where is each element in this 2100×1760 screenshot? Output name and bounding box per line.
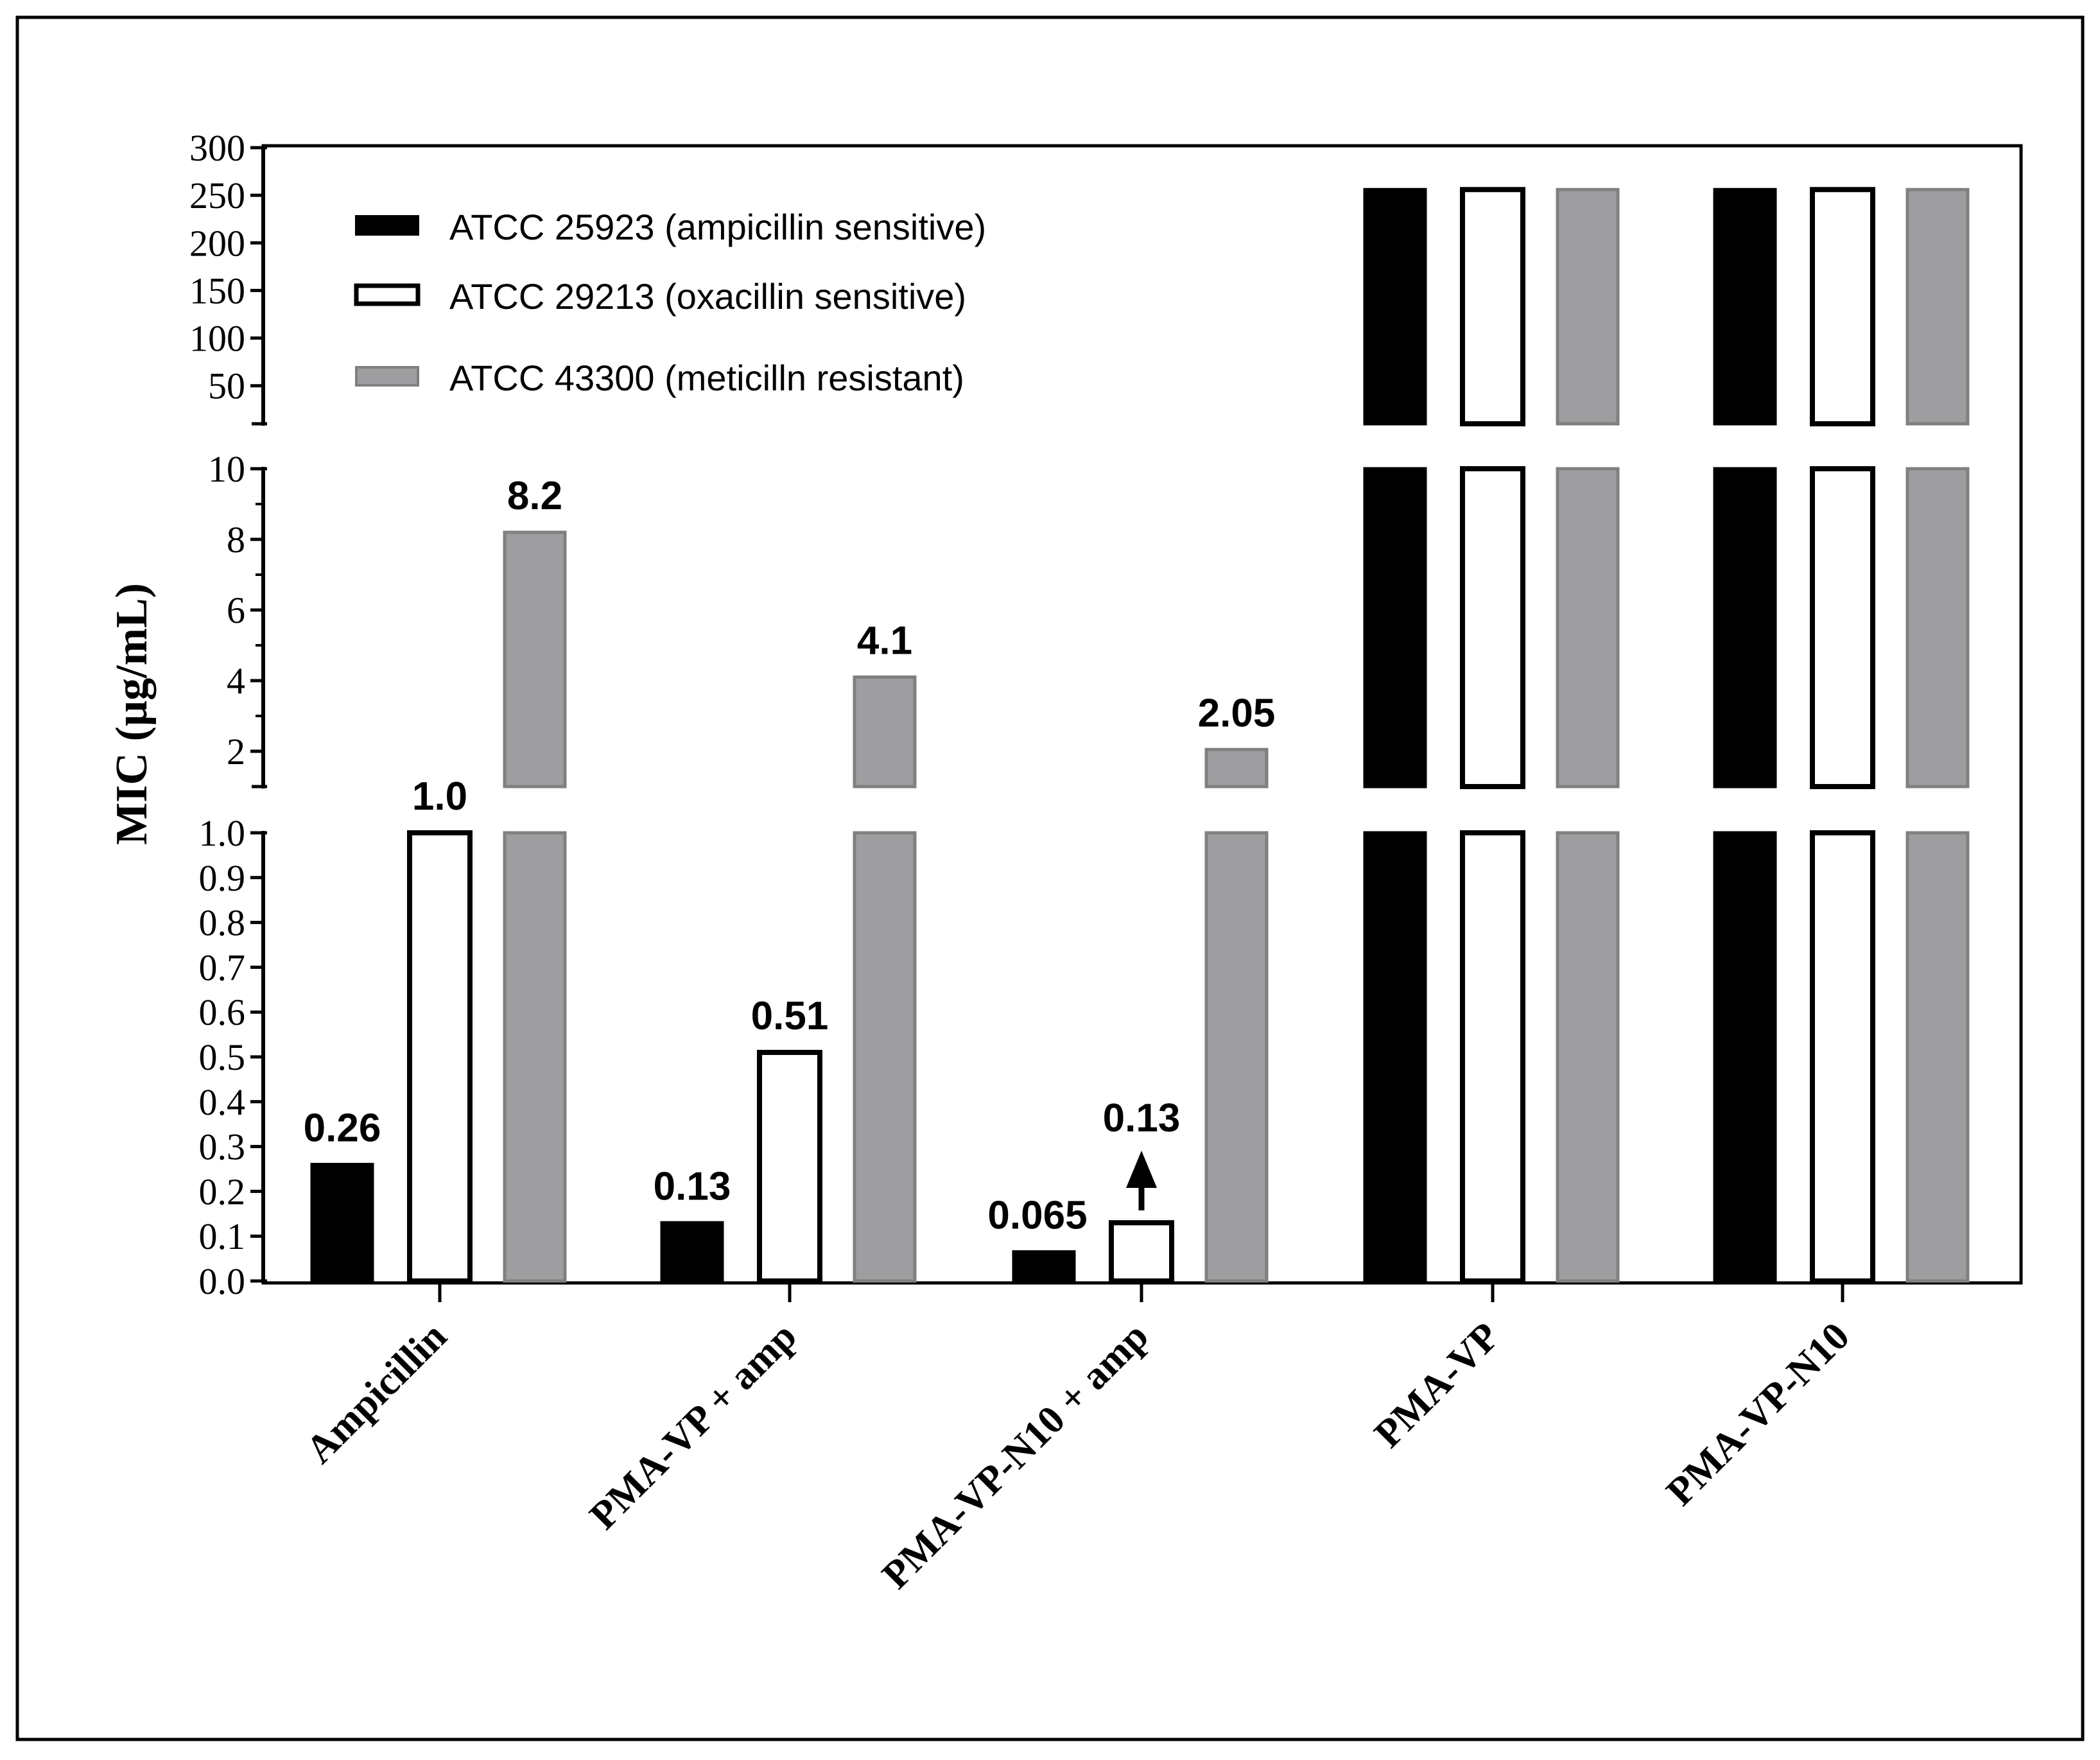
bar-2-cat-4: [1460, 187, 1525, 426]
legend-swatch-2: [354, 283, 421, 306]
data-label: 0.13: [1103, 1096, 1181, 1140]
bar-1-cat-3: [1012, 1250, 1076, 1283]
data-label: 1.0: [412, 774, 467, 819]
bar-1-cat-4: [1363, 467, 1427, 789]
bar-3-cat-3: [1204, 831, 1269, 1283]
y-tick-label: 0.1: [199, 1215, 246, 1257]
y-tick-label: 0.3: [199, 1126, 246, 1168]
y-tick-label: 6: [227, 589, 245, 631]
axis-break-gap: [259, 426, 267, 467]
bar-1-cat-4: [1363, 187, 1427, 426]
y-tick-label: 0.8: [199, 902, 246, 944]
y-tick-label: 300: [189, 127, 245, 169]
legend-label-1: ATCC 25923 (ampicillin sensitive): [449, 207, 986, 247]
y-tick-label: 200: [189, 222, 245, 264]
bar-2-cat-4: [1460, 830, 1525, 1284]
data-labels: 0.26 1.0 8.2 0.13 0.51 4.1 0.065 0.13 2.05: [304, 474, 1276, 1238]
legend-swatch-1: [355, 215, 419, 236]
y-tick-label: 2: [227, 731, 245, 772]
bar-3-cat-4: [1556, 187, 1620, 426]
y-tick-label: 0.2: [199, 1171, 246, 1212]
bar-2-cat-2: [757, 1050, 822, 1284]
bar-3-cat-1: [503, 530, 567, 789]
y-axis: 0.00.10.20.30.40.50.60.70.80.91.0 2 4 6 8 10 5…: [189, 127, 267, 1302]
bar-1-cat-2: [660, 1221, 724, 1283]
y-tick-label: 0.6: [199, 991, 246, 1033]
y-tick-label: 50: [208, 365, 245, 407]
y-tick-label: 0.0: [199, 1260, 246, 1302]
y-tick-label: 150: [189, 270, 245, 311]
data-label: 0.065: [987, 1194, 1087, 1238]
y-tick-label: 250: [189, 175, 245, 216]
legend-label-3: ATCC 43300 (meticilln resistant): [449, 358, 964, 398]
bar-2-cat-5: [1810, 466, 1875, 789]
bars: [310, 187, 1970, 1284]
data-label: 8.2: [507, 474, 562, 518]
y-tick-label: 0.4: [199, 1081, 246, 1123]
data-label: 4.1: [857, 619, 912, 663]
bar-2-cat-5: [1810, 830, 1875, 1284]
bar-3-cat-3: [1204, 747, 1269, 789]
bar-2-cat-5: [1810, 187, 1875, 426]
axis-break-gap: [259, 789, 267, 831]
y-tick-label: 10: [208, 448, 245, 490]
bar-2-cat-1: [407, 830, 473, 1284]
y-tick-label: 100: [189, 318, 245, 360]
y-tick-label: 0.5: [199, 1036, 246, 1078]
bar-3-cat-5: [1905, 187, 1970, 426]
data-label: 0.51: [751, 994, 829, 1038]
legend: ATCC 25923 (ampicillin sensitive) ATCC 29…: [354, 207, 986, 398]
data-label: 0.13: [654, 1164, 731, 1208]
bar-3-cat-2: [853, 831, 917, 1283]
legend-label-2: ATCC 29213 (oxacillin sensitive): [449, 276, 966, 317]
up-arrow-head: [1126, 1151, 1157, 1188]
y-tick-label: 4: [227, 660, 245, 702]
bar-3-cat-4: [1556, 467, 1620, 789]
bar-1-cat-1: [310, 1163, 374, 1283]
bar-2-cat-3: [1109, 1220, 1174, 1284]
bar-1-cat-5: [1713, 831, 1777, 1283]
bar-3-cat-4: [1556, 831, 1620, 1283]
bar-1-cat-5: [1713, 467, 1777, 789]
y-axis-title: MIC (µg/mL): [107, 583, 157, 845]
y-tick-label: 0.9: [199, 857, 246, 899]
bar-1-cat-4: [1363, 831, 1427, 1283]
bar-3-cat-5: [1905, 467, 1970, 789]
data-label: 0.26: [304, 1106, 381, 1151]
y-tick-label: 1.0: [199, 812, 246, 854]
y-tick-label: 0.7: [199, 946, 246, 988]
bar-2-cat-4: [1460, 466, 1525, 789]
bar-3-cat-1: [503, 831, 567, 1283]
legend-swatch-3: [355, 366, 419, 387]
data-label: 2.05: [1198, 691, 1276, 735]
y-tick-label: 8: [227, 519, 245, 561]
bar-1-cat-5: [1713, 187, 1777, 426]
bar-3-cat-5: [1905, 831, 1970, 1283]
bar-3-cat-2: [853, 675, 917, 789]
